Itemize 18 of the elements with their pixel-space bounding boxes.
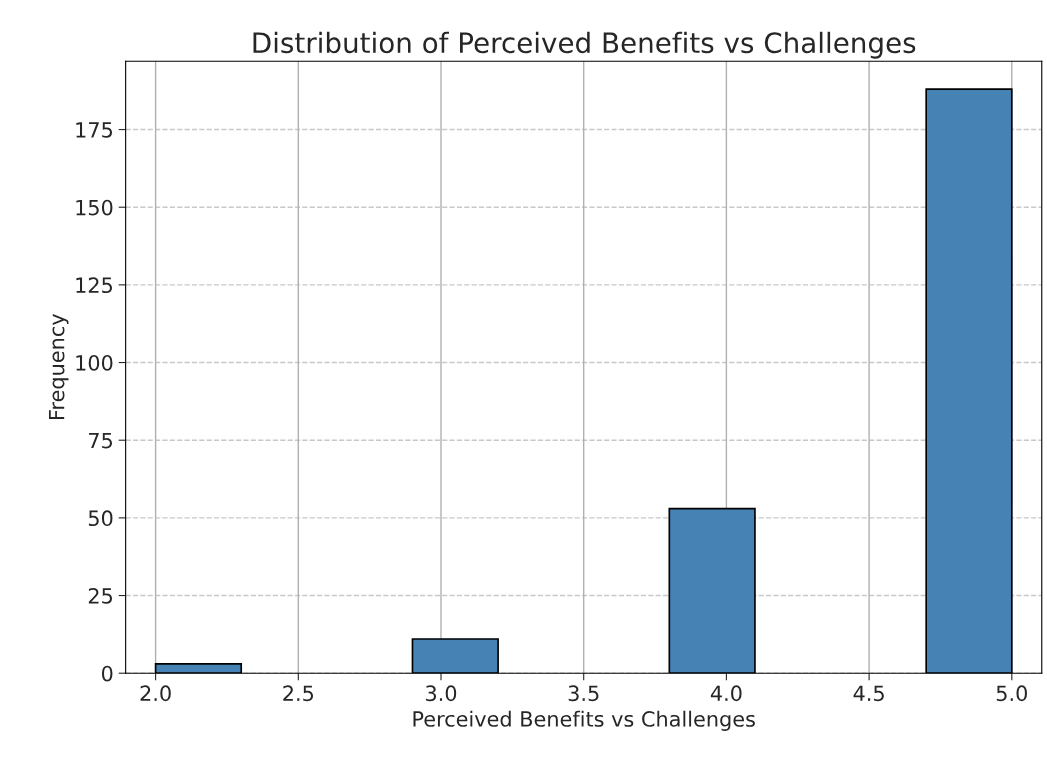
y-tick-label: 25: [88, 587, 113, 604]
x-tick-label: 2.5: [283, 685, 314, 702]
x-tick-label: 4.5: [853, 685, 884, 702]
x-axis-title: Perceived Benefits vs Challenges: [413, 710, 755, 731]
x-tick-label: 2.0: [140, 685, 171, 702]
y-tick-label: 150: [76, 199, 113, 216]
x-tick-label: 4.0: [710, 685, 742, 702]
y-tick-label: 175: [76, 122, 113, 138]
y-tick-label: 0: [101, 665, 113, 682]
x-tick-label: 3.0: [426, 685, 457, 702]
y-axis-title: Frequency: [48, 314, 69, 419]
y-tick-label: 75: [89, 432, 113, 449]
y-tick-label: 125: [76, 277, 113, 294]
y-tick-label: 50: [88, 510, 113, 527]
x-tick-label: 5.0: [996, 685, 1027, 702]
chart-title: Distribution of Perceived Benefits vs Challenges: [253, 31, 916, 59]
y-tick-label: 100: [76, 354, 113, 371]
x-tick-label: 3.5: [568, 685, 599, 702]
